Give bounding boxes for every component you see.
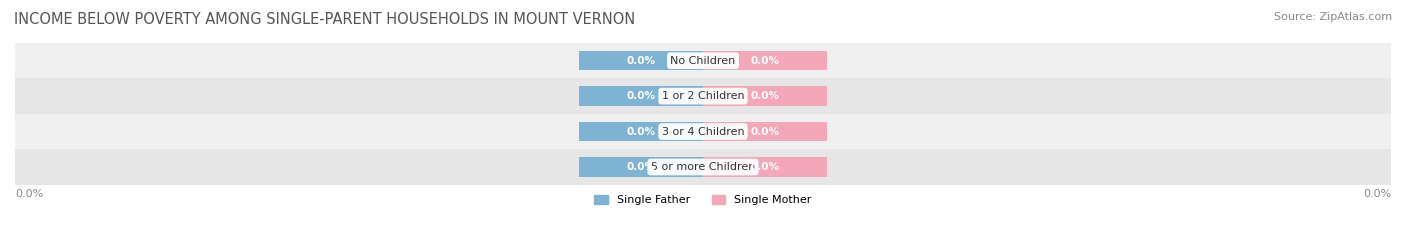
Bar bbox=[579, 51, 703, 70]
Bar bbox=[15, 43, 1391, 78]
Legend: Single Father, Single Mother: Single Father, Single Mother bbox=[591, 190, 815, 210]
Text: 3 or 4 Children: 3 or 4 Children bbox=[662, 127, 744, 137]
Text: 0.0%: 0.0% bbox=[627, 162, 655, 172]
Text: 0.0%: 0.0% bbox=[15, 189, 44, 199]
Text: 0.0%: 0.0% bbox=[1362, 189, 1391, 199]
Text: 0.0%: 0.0% bbox=[751, 162, 779, 172]
Text: 5 or more Children: 5 or more Children bbox=[651, 162, 755, 172]
Text: 1 or 2 Children: 1 or 2 Children bbox=[662, 91, 744, 101]
Text: 0.0%: 0.0% bbox=[627, 56, 655, 66]
Text: INCOME BELOW POVERTY AMONG SINGLE-PARENT HOUSEHOLDS IN MOUNT VERNON: INCOME BELOW POVERTY AMONG SINGLE-PARENT… bbox=[14, 12, 636, 27]
Bar bbox=[579, 122, 703, 141]
Bar bbox=[703, 157, 827, 177]
Bar bbox=[703, 51, 827, 70]
Text: 0.0%: 0.0% bbox=[751, 127, 779, 137]
Text: Source: ZipAtlas.com: Source: ZipAtlas.com bbox=[1274, 12, 1392, 22]
Bar bbox=[579, 157, 703, 177]
Bar bbox=[703, 86, 827, 106]
Text: 0.0%: 0.0% bbox=[627, 91, 655, 101]
Bar bbox=[15, 78, 1391, 114]
Text: 0.0%: 0.0% bbox=[627, 127, 655, 137]
Text: 0.0%: 0.0% bbox=[751, 91, 779, 101]
Bar bbox=[579, 86, 703, 106]
Bar bbox=[15, 114, 1391, 149]
Bar bbox=[15, 149, 1391, 185]
Bar bbox=[703, 122, 827, 141]
Text: 0.0%: 0.0% bbox=[751, 56, 779, 66]
Text: No Children: No Children bbox=[671, 56, 735, 66]
